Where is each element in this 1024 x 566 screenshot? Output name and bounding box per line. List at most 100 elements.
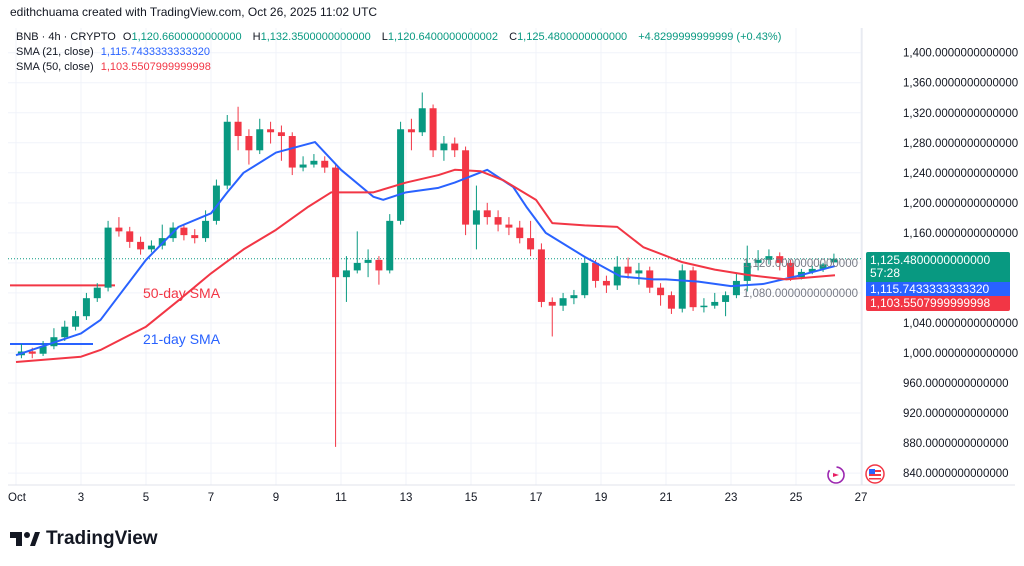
sma21-label: SMA (21, close)	[16, 46, 94, 58]
candle-body	[570, 295, 578, 299]
candle-body	[494, 217, 502, 225]
close-label: C	[509, 31, 518, 43]
candle-body	[191, 235, 199, 239]
y-tick-label: 960.0000000000000	[903, 378, 1009, 390]
last-price-tag: 1,125.4800000000000 57:28	[866, 252, 1010, 282]
change-value: +4.8299999999999 (+0.43%)	[638, 31, 782, 43]
candle-body	[548, 301, 556, 306]
candle-body	[516, 227, 524, 239]
candle-body	[267, 129, 275, 133]
y-tick-label: 1,280.0000000000000	[903, 138, 1018, 150]
candle-body	[581, 262, 589, 296]
candle-body	[212, 185, 220, 221]
x-tick-label: 3	[78, 492, 84, 504]
x-tick-label: 21	[660, 492, 673, 504]
candle-body	[462, 150, 470, 225]
x-tick-label: 13	[400, 492, 413, 504]
candle-body	[418, 108, 426, 133]
sma21-legend[interactable]: SMA (21, close) 1,115.7433333333320	[16, 46, 214, 58]
candle-body	[137, 241, 145, 250]
candle-body	[743, 262, 751, 281]
open-value: 1,120.6600000000000	[131, 31, 242, 43]
sma50-line	[15, 168, 836, 363]
candle-body	[321, 160, 329, 168]
sma21-price-tag: 1,115.7433333333320	[866, 282, 1010, 296]
candle-body	[202, 220, 210, 239]
candle-body	[440, 143, 448, 151]
sma50-value: 1,103.5507999999998	[100, 61, 211, 73]
candle-body	[115, 227, 123, 232]
candle-body	[483, 210, 491, 218]
candle-body	[158, 238, 166, 246]
candle-body	[592, 262, 600, 281]
candle-body	[407, 129, 415, 133]
high-value: 1,132.3500000000000	[260, 31, 371, 43]
y-tick-label: 1,120.0000000000000	[743, 258, 858, 270]
sma21-annotation-text: 21-day SMA	[143, 331, 221, 347]
x-tick-label: 17	[530, 492, 543, 504]
y-tick-label: 1,360.0000000000000	[903, 78, 1018, 90]
x-tick-label: 27	[855, 492, 868, 504]
y-tick-label: 1,160.0000000000000	[903, 228, 1018, 240]
x-tick-label: 19	[595, 492, 608, 504]
candle-body	[657, 287, 665, 296]
candle-body	[505, 224, 513, 228]
candle-body	[342, 270, 350, 278]
candle-body	[830, 258, 838, 263]
candle-body	[613, 266, 621, 286]
candle-body	[28, 351, 36, 354]
x-tick-label: 15	[465, 492, 478, 504]
low-value: 1,120.6400000000002	[387, 31, 499, 43]
candle-body	[93, 287, 101, 299]
sma21-value: 1,115.7433333333320	[100, 46, 210, 58]
sma50-label: SMA (50, close)	[16, 61, 94, 73]
candle-body	[678, 270, 686, 309]
x-tick-label: 11	[335, 492, 347, 504]
y-tick-label: 1,080.0000000000000	[743, 288, 858, 300]
y-tick-label: 1,040.0000000000000	[903, 318, 1018, 330]
candle-body	[559, 298, 567, 306]
us-flag-icon[interactable]	[865, 464, 885, 484]
x-tick-label: 23	[725, 492, 738, 504]
y-tick-label: 920.0000000000000	[903, 408, 1009, 420]
candle-body	[429, 108, 437, 151]
candle-body	[722, 295, 730, 302]
candle-body	[245, 136, 253, 151]
candle-body	[299, 164, 307, 168]
candle-body	[288, 136, 296, 168]
candle-body	[776, 256, 784, 263]
sma50-annotation-text: 50-day SMA	[143, 285, 221, 301]
low-label: L	[381, 31, 388, 43]
y-tick-label: 1,400.0000000000000	[903, 48, 1018, 60]
symbol-label[interactable]: BNB · 4h · CRYPTO	[16, 31, 116, 43]
candle-body	[700, 305, 708, 308]
candle-body	[353, 262, 361, 271]
ohlc-legend: BNB · 4h · CRYPTO O1,120.6600000000000 H…	[16, 31, 785, 43]
candle-body	[223, 121, 231, 186]
candle-body	[754, 259, 762, 263]
replay-icon[interactable]	[826, 465, 846, 485]
candle-body	[256, 129, 264, 151]
candle-body	[819, 264, 827, 269]
candle-body	[147, 245, 155, 250]
candle-body	[126, 231, 134, 242]
bar-countdown: 57:28	[870, 266, 901, 280]
sma50-legend[interactable]: SMA (50, close) 1,103.5507999999998	[16, 61, 215, 73]
candle-body	[765, 256, 773, 260]
candle-body	[277, 132, 285, 137]
candle-body	[180, 227, 188, 236]
y-tick-label: 1,320.0000000000000	[903, 108, 1018, 120]
candle-body	[72, 316, 80, 327]
x-tick-label: 9	[273, 492, 279, 504]
candle-body	[624, 266, 632, 274]
y-tick-label: 1,200.0000000000000	[903, 198, 1018, 210]
candle-body	[732, 280, 740, 296]
y-tick-label: 1,000.0000000000000	[903, 348, 1018, 360]
tradingview-logo-icon	[10, 532, 40, 546]
x-tick-label: 25	[790, 492, 803, 504]
candle-body	[711, 301, 719, 306]
candle-body	[808, 268, 816, 272]
tradingview-logo[interactable]: TradingView	[10, 528, 158, 550]
x-tick-label: Oct	[8, 492, 27, 504]
